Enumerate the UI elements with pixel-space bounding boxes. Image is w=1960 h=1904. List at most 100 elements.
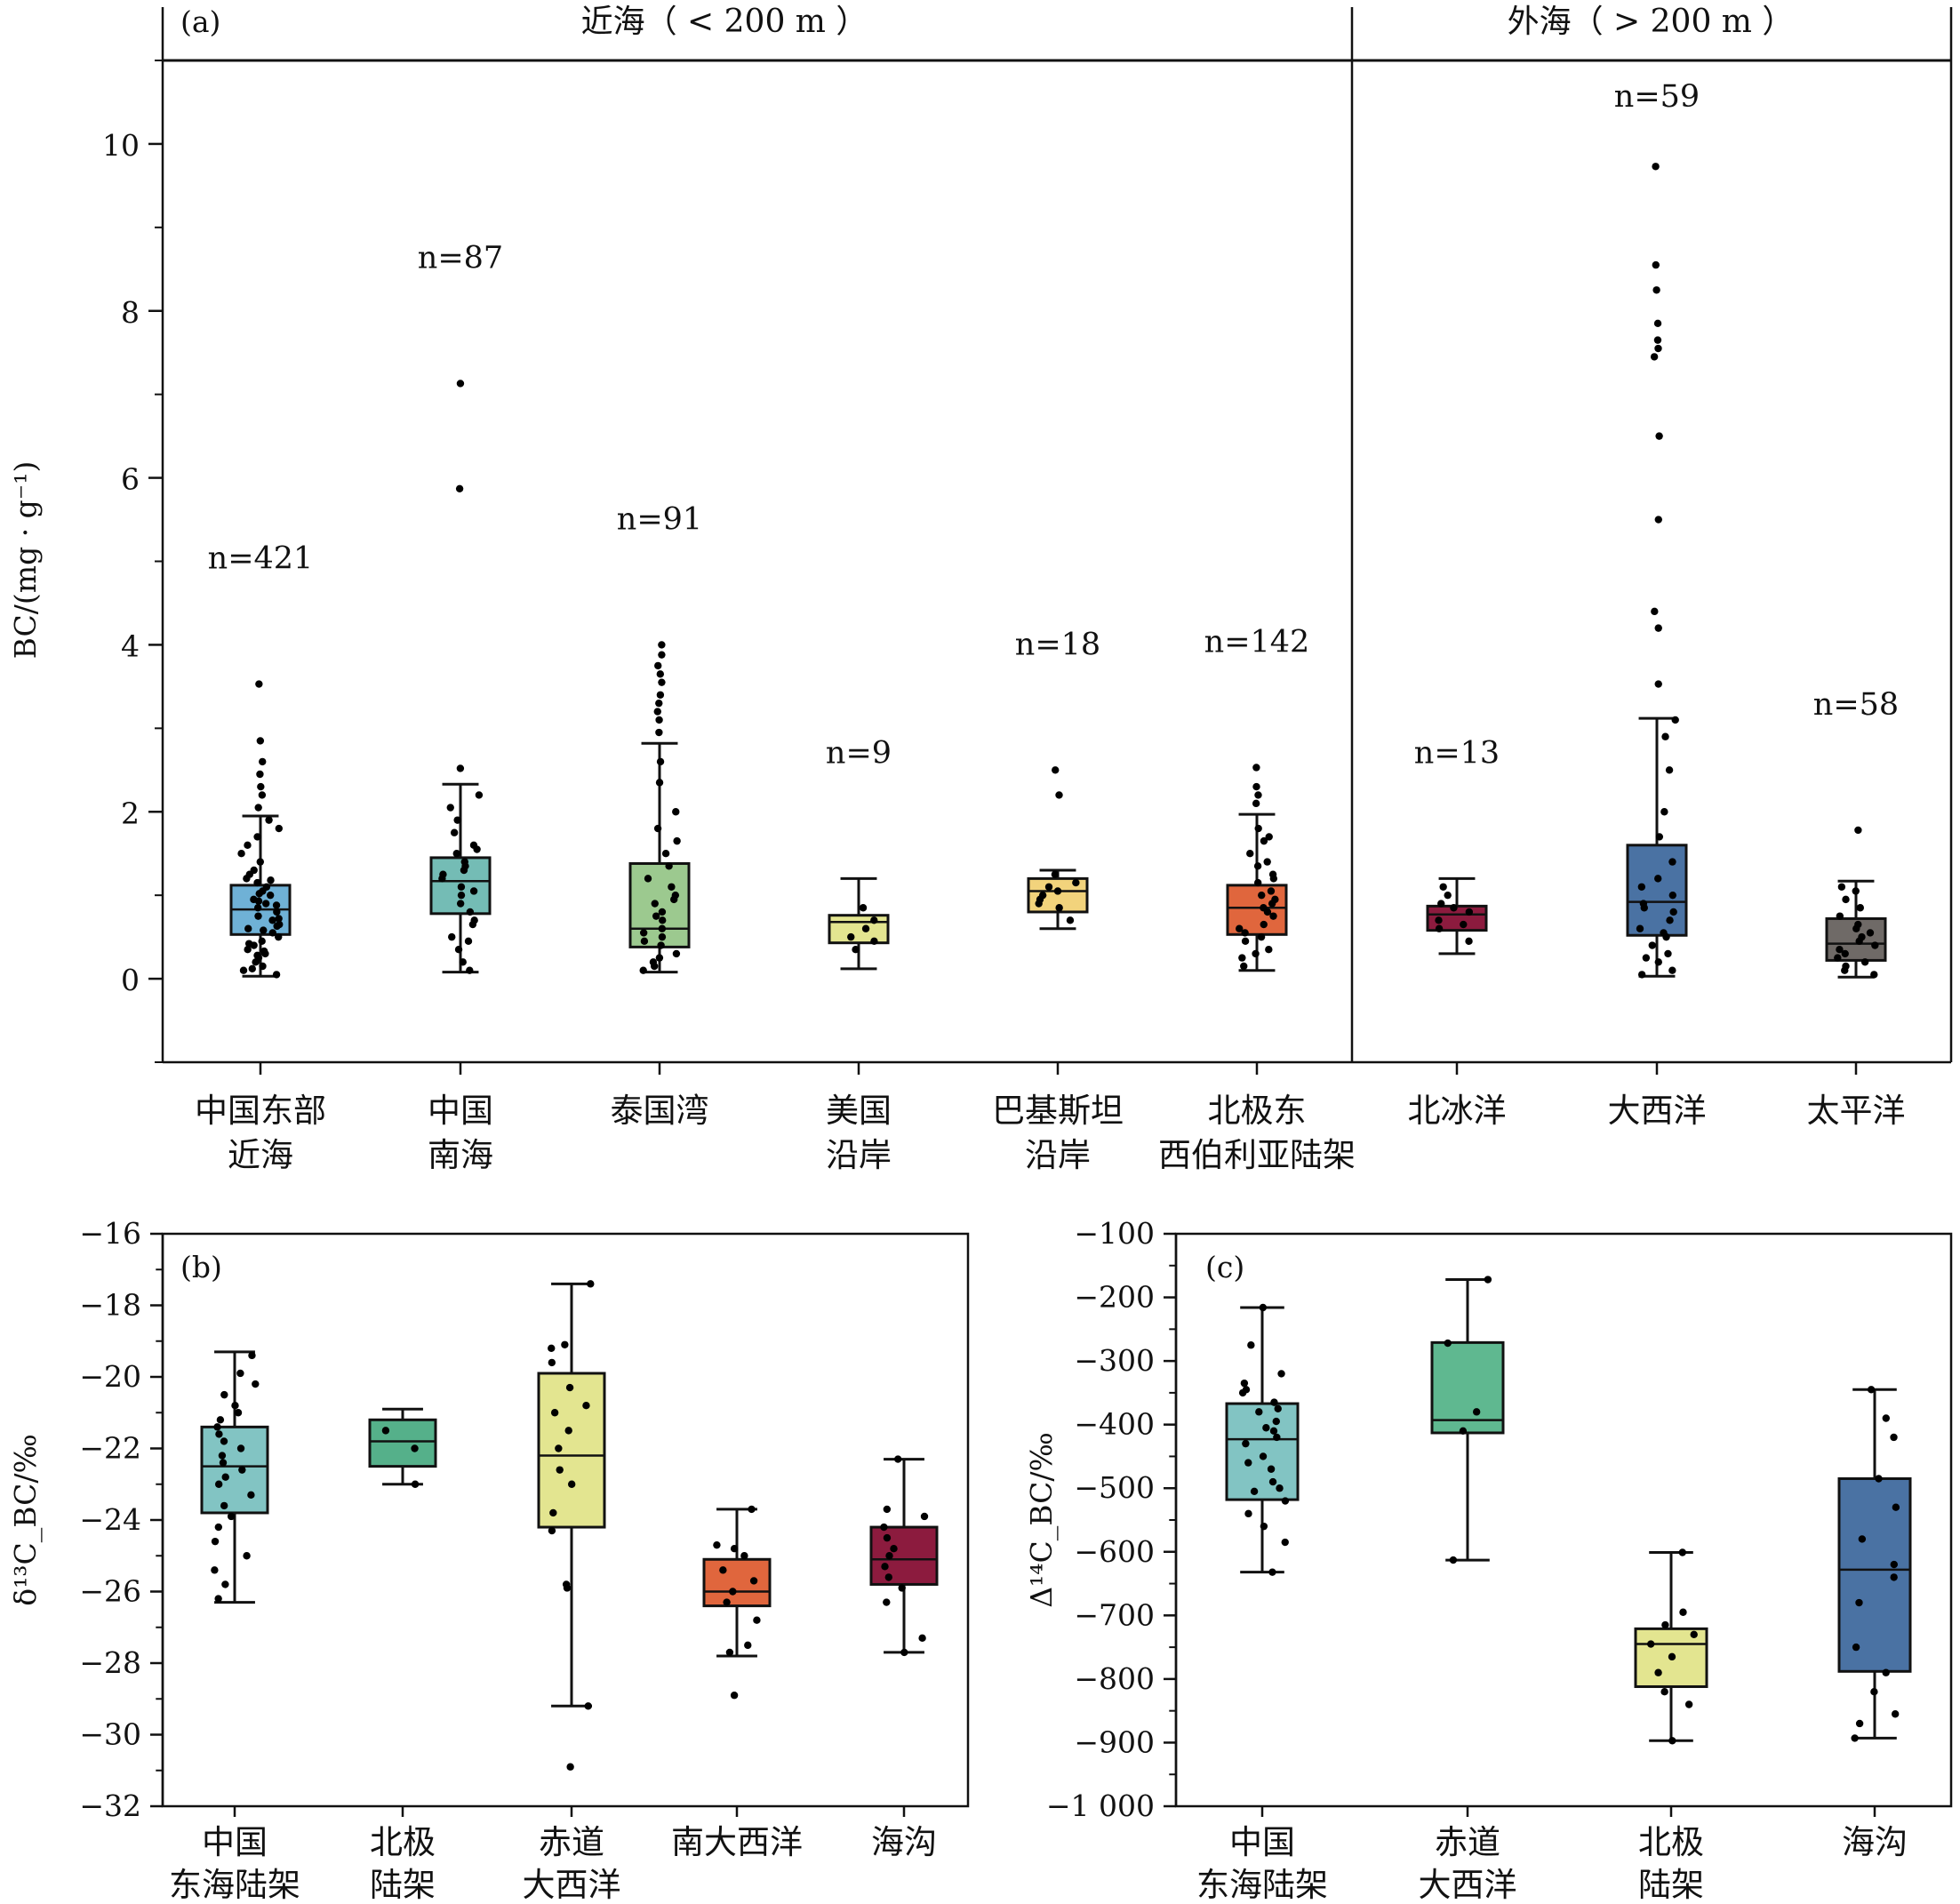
data-point [659, 916, 667, 924]
data-point [1668, 1737, 1676, 1745]
data-point [1257, 932, 1266, 941]
outlier-point [1653, 336, 1662, 344]
y-tick-label: −900 [1074, 1724, 1155, 1759]
y-tick-label: 8 [121, 295, 140, 330]
data-point [1882, 1668, 1890, 1676]
box [1626, 844, 1688, 937]
panel-label: (a) [180, 4, 220, 39]
data-point [1263, 858, 1271, 866]
data-point [1636, 924, 1644, 932]
data-point [1690, 1630, 1698, 1639]
data-point [567, 1480, 576, 1488]
data-point [1260, 836, 1268, 845]
y-axis-label: δ¹³C_BC/‰ [8, 1434, 44, 1606]
data-point [253, 951, 261, 959]
n-label: n=87 [418, 240, 503, 276]
data-point [1842, 962, 1850, 971]
x-tick-label: 中国 [428, 1092, 493, 1130]
y-tick-label: 6 [121, 462, 140, 497]
data-point [253, 833, 261, 841]
outlier-point [1854, 826, 1862, 835]
data-point [253, 904, 262, 912]
data-point [234, 1409, 243, 1417]
data-point [1837, 883, 1846, 891]
data-point [1671, 716, 1679, 724]
data-point [639, 929, 648, 937]
data-point [1870, 971, 1878, 979]
box-group-2 [429, 380, 492, 974]
data-point [1254, 824, 1262, 833]
data-point [457, 883, 466, 891]
outlier-point [1652, 286, 1660, 294]
data-point [1668, 858, 1676, 866]
x-tick-label-line2: 西伯利亚陆架 [1158, 1136, 1356, 1174]
data-point [1855, 1719, 1864, 1728]
box-group-2 [368, 1407, 437, 1488]
data-point [216, 1416, 225, 1424]
outlier-point [566, 1763, 574, 1771]
data-point [1236, 924, 1244, 932]
y-tick-label: 4 [121, 628, 140, 663]
box-group-3 [537, 1280, 606, 1771]
data-point [665, 862, 673, 870]
y-tick-label: −800 [1074, 1661, 1155, 1696]
data-point [1444, 891, 1452, 900]
outlier-point [1252, 799, 1260, 808]
box-group-3 [628, 641, 691, 974]
n-label: n=13 [1414, 735, 1500, 771]
data-point [1252, 949, 1260, 958]
data-point [870, 937, 878, 946]
data-point [725, 1648, 734, 1657]
data-point [1244, 1459, 1252, 1467]
data-point [1268, 1568, 1276, 1576]
x-tick-label: 巴基斯坦 [992, 1092, 1124, 1130]
outlier-point [1650, 353, 1659, 361]
data-point [1855, 1598, 1863, 1607]
box [869, 1525, 939, 1586]
outlier-point [1654, 624, 1662, 632]
data-point [1459, 1427, 1468, 1436]
data-point [651, 900, 659, 908]
data-point [1259, 1303, 1268, 1312]
data-point [1684, 1700, 1693, 1708]
data-point [1269, 875, 1278, 883]
data-point [236, 1444, 245, 1452]
data-point [898, 1584, 906, 1592]
y-tick-label: 10 [102, 128, 140, 163]
data-point [1051, 870, 1060, 878]
data-point [1668, 1652, 1676, 1661]
data-point [1262, 1424, 1270, 1432]
data-point [272, 901, 281, 909]
data-point [1246, 850, 1254, 858]
data-point [1055, 904, 1063, 912]
data-point [1435, 924, 1444, 932]
box-group-4 [1837, 1386, 1912, 1742]
outlier-point [1052, 766, 1060, 774]
data-point [1460, 920, 1468, 929]
data-point [1642, 954, 1651, 962]
data-point [245, 870, 253, 878]
y-tick-label: −26 [79, 1574, 141, 1609]
x-tick-label-line2: 陆架 [1638, 1866, 1704, 1904]
panel-b: −32 −30 −28 −26 −24 −22 −20 −18 −16 (b) δ¹³C_BC/‰ 中… [8, 1216, 970, 1904]
data-point [411, 1480, 420, 1488]
outlier-point [257, 782, 265, 791]
data-point [1258, 891, 1266, 900]
x-tick-label-line2: 东海陆架 [169, 1866, 300, 1904]
data-point [1875, 1475, 1883, 1483]
box-group-5 [869, 1455, 939, 1657]
box-group-1 [229, 680, 292, 979]
data-point [655, 954, 664, 962]
data-point [587, 1280, 595, 1288]
x-tick-label: 泰国湾 [611, 1092, 709, 1130]
data-point [1637, 971, 1646, 979]
x-tick-label-line2: 南海 [428, 1136, 493, 1174]
x-tick-label: 太平洋 [1807, 1092, 1906, 1130]
data-point [236, 1369, 244, 1378]
outlier-point [1654, 680, 1662, 688]
data-point [1834, 954, 1842, 962]
data-point [255, 890, 263, 898]
data-point [658, 932, 667, 941]
data-point [457, 891, 466, 900]
data-point [719, 1566, 727, 1574]
